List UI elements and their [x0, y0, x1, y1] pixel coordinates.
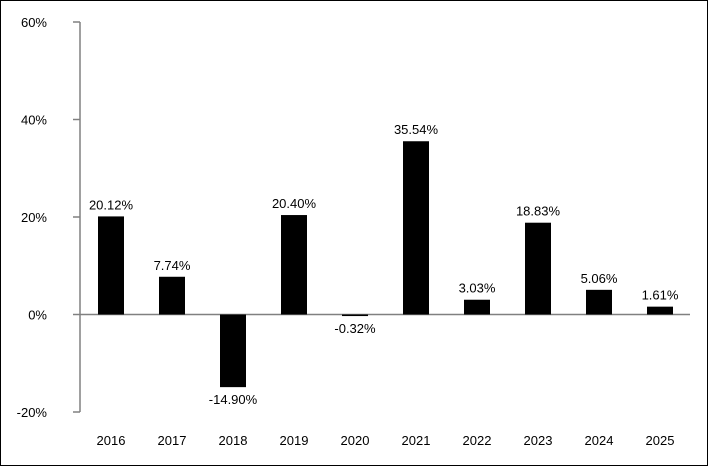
y-axis-ticks: -20% 0% 20% 40% 60% [17, 15, 80, 420]
data-label: 3.03% [459, 281, 496, 296]
axes [79, 22, 690, 412]
data-label: -14.90% [209, 392, 258, 407]
bar [281, 215, 307, 315]
bar [586, 289, 612, 315]
data-label: 20.40% [272, 196, 317, 211]
bar [464, 299, 490, 315]
bar [342, 314, 368, 317]
bar [647, 306, 673, 315]
x-tick-label: 2025 [646, 433, 675, 448]
bar [525, 222, 551, 315]
data-label: 7.74% [154, 258, 191, 273]
x-tick-label: 2019 [280, 433, 309, 448]
y-tick-label: 20% [21, 210, 47, 225]
x-tick-label: 2022 [463, 433, 492, 448]
bar [403, 141, 429, 315]
x-tick-label: 2017 [158, 433, 187, 448]
y-tick-label: 40% [21, 113, 47, 128]
y-tick-label: -20% [17, 405, 48, 420]
data-label: 18.83% [516, 204, 561, 219]
bars [98, 141, 673, 388]
bar [220, 314, 246, 388]
y-tick-label: 0% [28, 308, 47, 323]
y-tick-label: 60% [21, 15, 47, 30]
x-tick-label: 2023 [524, 433, 553, 448]
data-label: 20.12% [89, 197, 134, 212]
bar [98, 216, 124, 315]
data-label: 5.06% [581, 271, 618, 286]
data-label: -0.32% [334, 321, 376, 336]
x-tick-label: 2024 [585, 433, 614, 448]
x-tick-label: 2020 [341, 433, 370, 448]
x-tick-label: 2018 [219, 433, 248, 448]
x-tick-label: 2021 [402, 433, 431, 448]
bar [159, 276, 185, 315]
data-labels: 20.12% 7.74% -14.90% 20.40% -0.32% 35.54% 3.03… [89, 122, 679, 407]
x-axis-ticks: 2016 2017 2018 2019 2020 2021 2022 2023 2024 2025 [97, 433, 675, 448]
data-label: 1.61% [642, 288, 679, 303]
x-tick-label: 2016 [97, 433, 126, 448]
data-label: 35.54% [394, 122, 439, 137]
